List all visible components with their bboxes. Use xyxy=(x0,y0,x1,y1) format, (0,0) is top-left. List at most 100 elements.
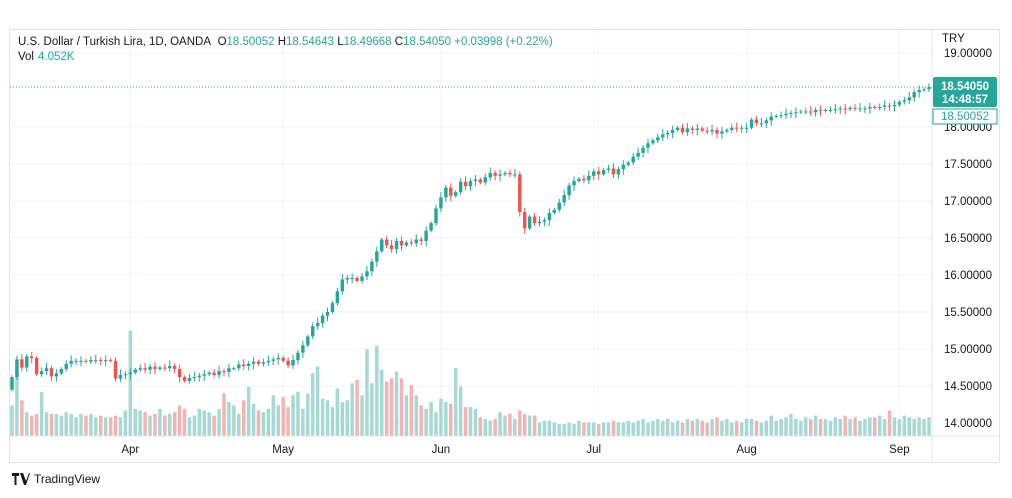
volume-bar xyxy=(508,413,512,436)
volume-bar xyxy=(251,403,256,436)
volume-bar xyxy=(927,417,931,436)
volume-bar xyxy=(577,420,581,436)
volume-bar xyxy=(315,366,320,436)
candle-body xyxy=(384,239,389,246)
volume-bar xyxy=(434,412,438,436)
candle-body xyxy=(592,171,596,176)
volume-bar xyxy=(271,395,276,436)
candle-body xyxy=(587,175,591,181)
price-axis[interactable]: 14.00000 14.50000 15.00000 15.50000 16.00000… xyxy=(944,48,992,430)
candle-body xyxy=(897,101,902,105)
candle-body xyxy=(266,360,271,363)
volume-bar xyxy=(759,422,764,436)
volume-bar xyxy=(616,422,621,436)
candle-body xyxy=(311,326,315,337)
brand-label[interactable]: TradingView xyxy=(34,472,101,486)
candle-body xyxy=(325,312,330,316)
candle-body xyxy=(158,367,162,369)
volume-bar xyxy=(429,402,433,436)
volume-bar xyxy=(39,391,44,436)
candle-body xyxy=(197,375,202,378)
volume-bar xyxy=(873,417,877,436)
candle-body xyxy=(902,100,907,102)
candle-body xyxy=(399,240,404,246)
candlesticks xyxy=(10,83,931,392)
candle-body xyxy=(823,109,828,111)
volume-bar xyxy=(360,395,364,436)
time-axis[interactable]: Apr May Jun Jul Aug Sep xyxy=(121,444,909,456)
candle-body xyxy=(360,276,364,281)
candle-body xyxy=(217,371,221,375)
volume-bar xyxy=(394,371,399,436)
volume-bar xyxy=(665,419,670,436)
volume-bar xyxy=(345,400,349,436)
volume-bar xyxy=(34,413,39,436)
volume-bar xyxy=(49,413,54,436)
candle-body xyxy=(320,315,325,324)
volume-bar xyxy=(523,413,527,436)
volume-bar xyxy=(858,420,862,436)
candle-body xyxy=(848,107,852,110)
volume-bar xyxy=(128,330,133,436)
candle-body xyxy=(493,172,497,176)
tradingview-logo-icon[interactable] xyxy=(12,473,30,485)
volume-bar xyxy=(84,415,88,436)
open-price-tag: 18.50052 xyxy=(932,108,998,125)
candle-body xyxy=(355,277,359,281)
candle-body xyxy=(94,360,98,362)
volume-bar xyxy=(197,408,202,436)
candle-body xyxy=(394,240,399,250)
volume-bar xyxy=(158,408,162,436)
candle-body xyxy=(365,271,369,277)
volume-bar xyxy=(291,395,295,436)
volume-bar xyxy=(813,415,818,436)
month-tick-label: Sep xyxy=(889,444,909,456)
volume-bar xyxy=(370,383,374,436)
volume-bar xyxy=(636,420,640,436)
volume-bar xyxy=(725,419,729,436)
candle-body xyxy=(340,279,345,292)
volume-bar xyxy=(172,412,177,436)
candle-body xyxy=(187,377,192,381)
volume-bar xyxy=(54,413,59,436)
bar-countdown-label: 14:48:57 xyxy=(942,94,988,106)
volume-bar xyxy=(103,417,108,436)
volume-bar xyxy=(384,381,389,436)
price-tick-label: 15.00000 xyxy=(944,344,992,356)
volume-bar xyxy=(473,408,478,436)
volume-bar xyxy=(468,407,473,436)
volume-bar xyxy=(123,410,128,436)
volume-bar xyxy=(601,422,606,436)
volume-bar xyxy=(350,383,354,436)
volume-bar xyxy=(325,400,330,436)
currency-label[interactable]: TRY xyxy=(942,33,965,45)
month-tick-label: Aug xyxy=(736,444,756,456)
candle-body xyxy=(518,174,522,213)
volume-bar xyxy=(153,413,157,436)
volume-bar xyxy=(735,420,739,436)
volume-bar xyxy=(808,419,813,436)
candle-body xyxy=(306,336,310,346)
chart-frame xyxy=(9,29,1000,463)
candle-body xyxy=(720,131,724,134)
symbol-title[interactable]: U.S. Dollar / Turkish Lira, 1D, OANDA xyxy=(18,36,211,48)
candle-body xyxy=(917,90,921,93)
candle-body xyxy=(532,216,537,224)
volume-bar xyxy=(449,403,453,436)
candle-body xyxy=(572,181,576,186)
candle-body xyxy=(513,174,517,176)
candle-body xyxy=(739,127,744,129)
candle-body xyxy=(498,174,502,176)
volume-bar xyxy=(784,417,788,436)
candle-body xyxy=(335,291,340,304)
volume-bar xyxy=(59,415,64,436)
volume-bar xyxy=(690,420,695,436)
volume-bar xyxy=(330,407,335,436)
volume-label: Vol xyxy=(18,51,34,63)
volume-bar xyxy=(868,417,872,436)
volume-bar xyxy=(695,419,700,436)
candle-body xyxy=(241,364,246,367)
volume-bar xyxy=(503,415,507,436)
candle-body xyxy=(508,172,512,175)
